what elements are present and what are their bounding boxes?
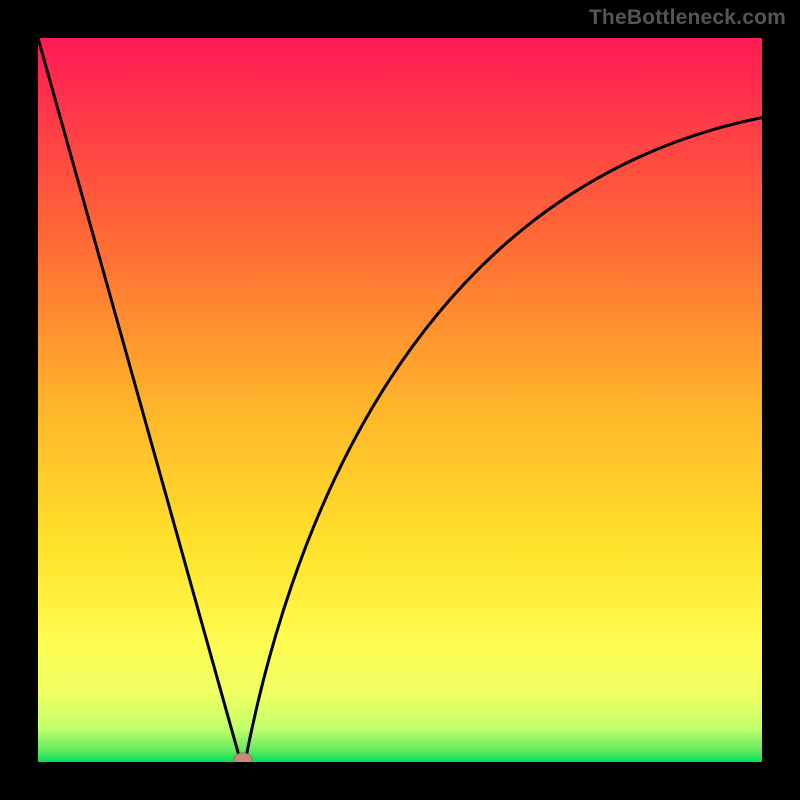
- chart-background: [38, 38, 762, 762]
- chart-svg: [0, 0, 800, 800]
- watermark-label: TheBottleneck.com: [589, 6, 786, 30]
- bottleneck-chart: TheBottleneck.com: [0, 0, 800, 800]
